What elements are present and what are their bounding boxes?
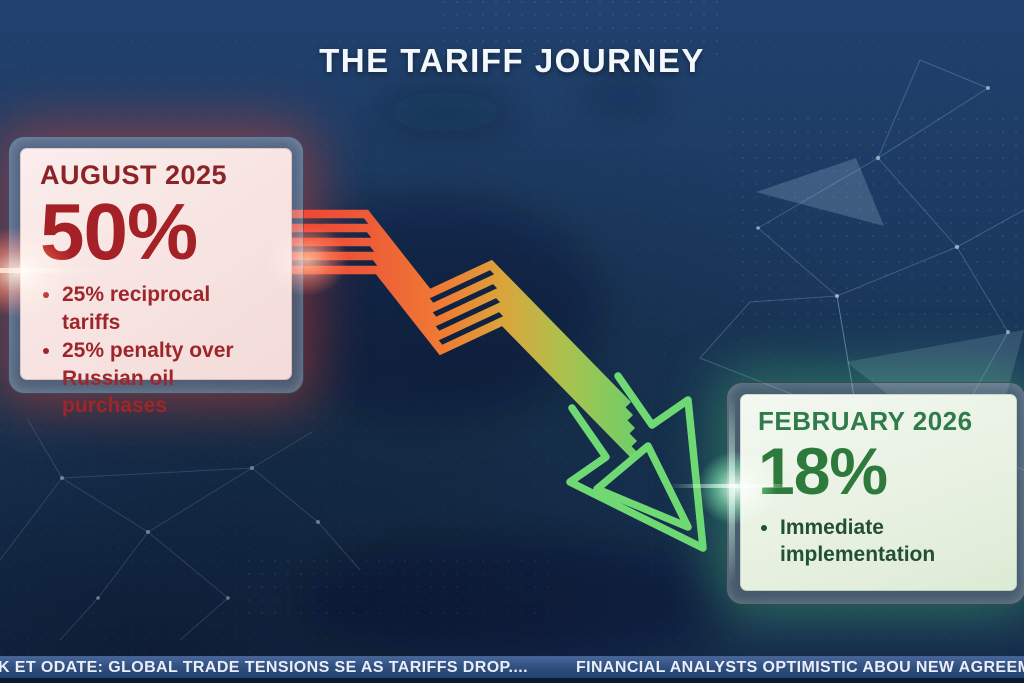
news-ticker-bar: RK ET ODATE: GLOBAL TRADE TENSIONS SE AS… <box>0 656 1024 679</box>
bottom-strip <box>0 678 1024 683</box>
february-card-date: FEBRUARY 2026 <box>758 406 973 436</box>
august-tariff-card: AUGUST 2025 50% 25% reciprocal tariffs 2… <box>20 148 292 417</box>
february-tariff-card: FEBRUARY 2026 18% Immediate implementati… <box>740 394 1017 591</box>
news-ticker-text: RK ET ODATE: GLOBAL TRADE TENSIONS SE AS… <box>0 659 1024 677</box>
february-bullet-list: Immediate implementation <box>758 514 1001 569</box>
august-tariff-value: 50% <box>40 187 198 276</box>
ticker-segment-1: RK ET ODATE: GLOBAL TRADE TENSIONS SE AS… <box>0 659 528 676</box>
ticker-segment-2: FINANCIAL ANALYSTS OPTIMISTIC ABOU NEW A… <box>575 659 1024 676</box>
august-bullet-1: 25% reciprocal tariffs <box>62 281 274 336</box>
page-title: THE TARIFF JOURNEY <box>319 42 705 79</box>
august-card-date: AUGUST 2025 <box>40 160 228 190</box>
august-bullet-list: 25% reciprocal tariffs 25% penalty over … <box>40 281 274 420</box>
february-tariff-value: 18% <box>758 434 888 508</box>
august-bullet-2: 25% penalty over Russian oil purchases <box>62 337 274 420</box>
february-bullet-1: Immediate implementation <box>780 514 1001 569</box>
